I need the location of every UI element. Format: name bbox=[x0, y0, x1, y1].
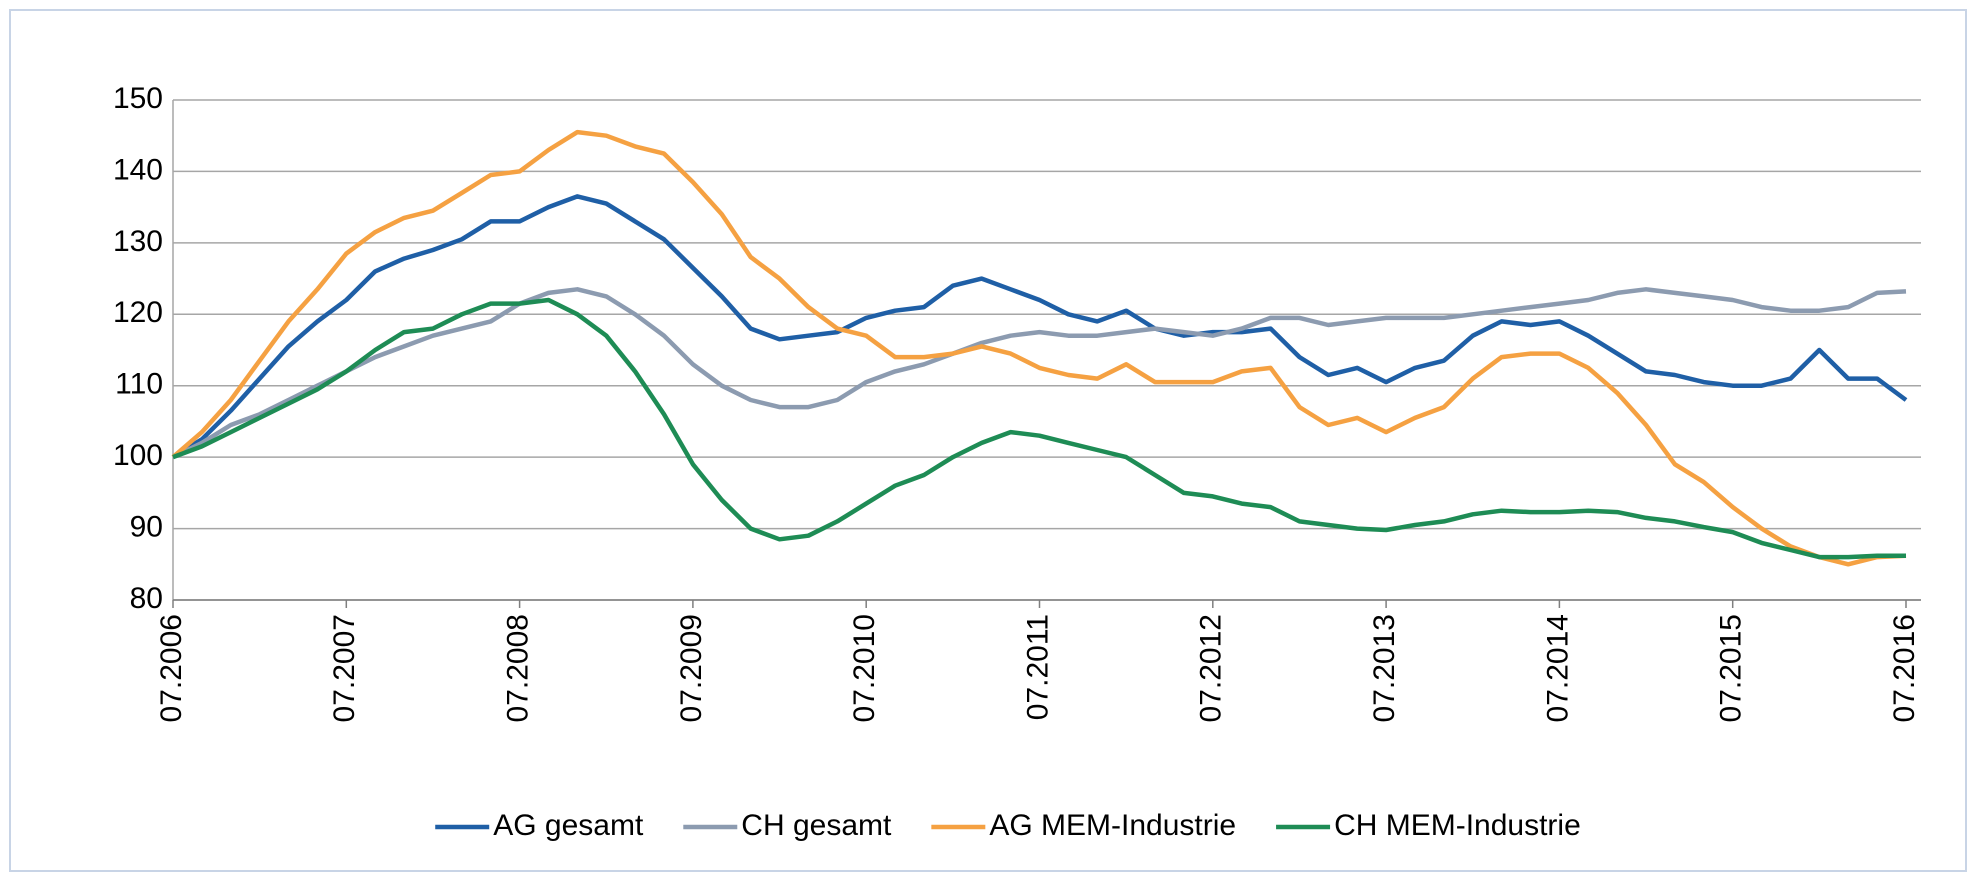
x-tick-label: 07.2015 bbox=[1715, 614, 1748, 722]
legend-label: AG MEM-Industrie bbox=[989, 809, 1236, 842]
y-tick-label: 100 bbox=[113, 439, 163, 472]
y-tick-label: 130 bbox=[113, 225, 163, 258]
series-line bbox=[172, 297, 1906, 560]
series-line bbox=[172, 287, 1907, 460]
x-tick-label: 07.2010 bbox=[848, 614, 881, 722]
x-tick-label: 07.2007 bbox=[328, 614, 361, 722]
series-line bbox=[171, 194, 1908, 460]
y-tick-label: 80 bbox=[130, 582, 163, 615]
y-tick-label: 90 bbox=[130, 510, 163, 543]
x-tick-label: 07.2014 bbox=[1541, 614, 1574, 722]
y-tick-label: 150 bbox=[113, 82, 163, 115]
x-tick-label: 07.2008 bbox=[502, 614, 535, 722]
y-tick-label: 140 bbox=[113, 153, 163, 186]
legend: AG gesamt CH gesamt AG MEM-Industrie CH MEM… bbox=[435, 809, 1581, 842]
y-tick-label: 120 bbox=[113, 296, 163, 329]
x-tick-label: 07.2012 bbox=[1195, 614, 1228, 722]
x-tick-label: 07.2016 bbox=[1888, 614, 1921, 722]
legend-label: AG gesamt bbox=[493, 809, 644, 842]
x-tick-label: 07.2009 bbox=[675, 614, 708, 722]
legend-label: CH gesamt bbox=[741, 809, 892, 842]
x-tick-label: 07.2006 bbox=[155, 614, 188, 722]
series-line bbox=[171, 129, 1907, 567]
y-tick-label: 110 bbox=[115, 368, 163, 401]
x-tick-label: 07.2013 bbox=[1368, 614, 1401, 722]
x-tick-label: 07.2011 bbox=[1021, 614, 1054, 720]
legend-label: CH MEM-Industrie bbox=[1334, 809, 1581, 842]
